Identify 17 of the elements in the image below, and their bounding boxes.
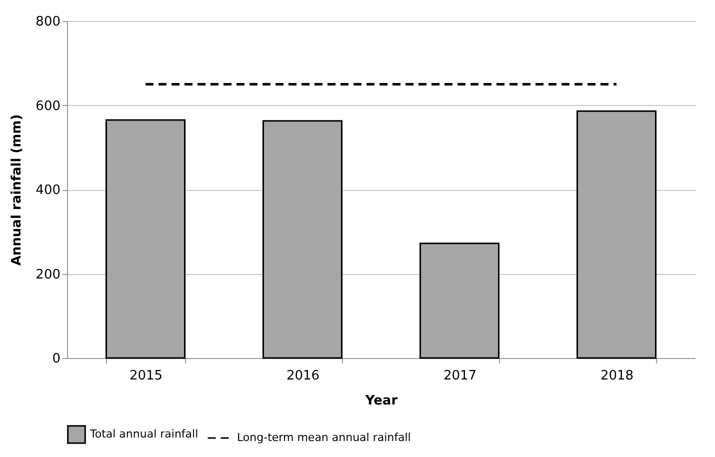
- bar: [262, 120, 342, 359]
- bar: [420, 242, 500, 359]
- bar: [576, 110, 656, 359]
- legend-label: Long-term mean annual rainfall: [237, 431, 411, 444]
- bar: [106, 119, 186, 359]
- x-axis-title: Year: [364, 394, 398, 408]
- y-tick-label: 800: [36, 14, 60, 30]
- x-tick-label: 2018: [600, 368, 634, 384]
- y-tick-label: 600: [36, 98, 60, 114]
- y-axis-title: Annual rainfall (mm): [10, 114, 25, 266]
- legend-label: Total annual rainfall: [89, 428, 198, 440]
- y-tick-label: 0: [52, 352, 60, 366]
- x-tick-label: 2016: [286, 368, 320, 384]
- y-tick-label: 400: [36, 183, 60, 198]
- x-tick-label: 2015: [129, 368, 163, 384]
- y-tick-label: 200: [36, 267, 60, 282]
- x-tick-label: 2017: [443, 368, 477, 384]
